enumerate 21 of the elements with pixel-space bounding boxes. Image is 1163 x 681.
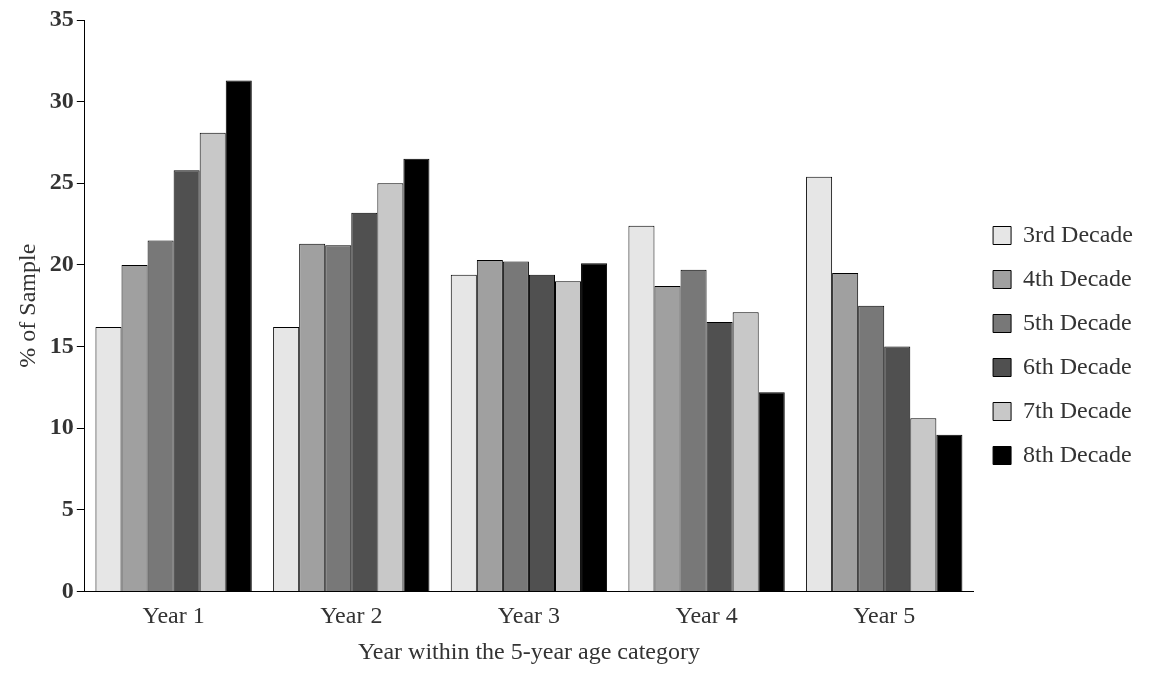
- y-tick-label: 35: [49, 5, 74, 32]
- y-tick-label: 5: [61, 494, 74, 521]
- y-tick-label: 0: [61, 576, 74, 603]
- x-tick-label: Year 4: [675, 602, 738, 629]
- y-tick-label: 20: [49, 250, 74, 277]
- y-tick-label: 10: [49, 413, 74, 440]
- legend-label: 7th Decade: [1023, 396, 1132, 423]
- x-tick-label: Year 1: [142, 602, 205, 629]
- legend-label: 6th Decade: [1023, 352, 1132, 379]
- x-axis-title: Year within the 5-year age category: [357, 637, 700, 664]
- y-axis-title: % of Sample: [13, 243, 40, 368]
- legend-label: 5th Decade: [1023, 308, 1132, 335]
- y-tick-label: 15: [49, 331, 74, 358]
- legend-label: 3rd Decade: [1023, 220, 1133, 247]
- y-tick-label: 30: [49, 86, 74, 113]
- x-tick-label: Year 5: [853, 602, 916, 629]
- x-tick-label: Year 2: [320, 602, 383, 629]
- x-tick-label: Year 3: [497, 602, 561, 629]
- legend-label: 4th Decade: [1023, 264, 1132, 291]
- legend-label: 8th Decade: [1023, 440, 1132, 467]
- y-tick-label: 25: [49, 168, 74, 195]
